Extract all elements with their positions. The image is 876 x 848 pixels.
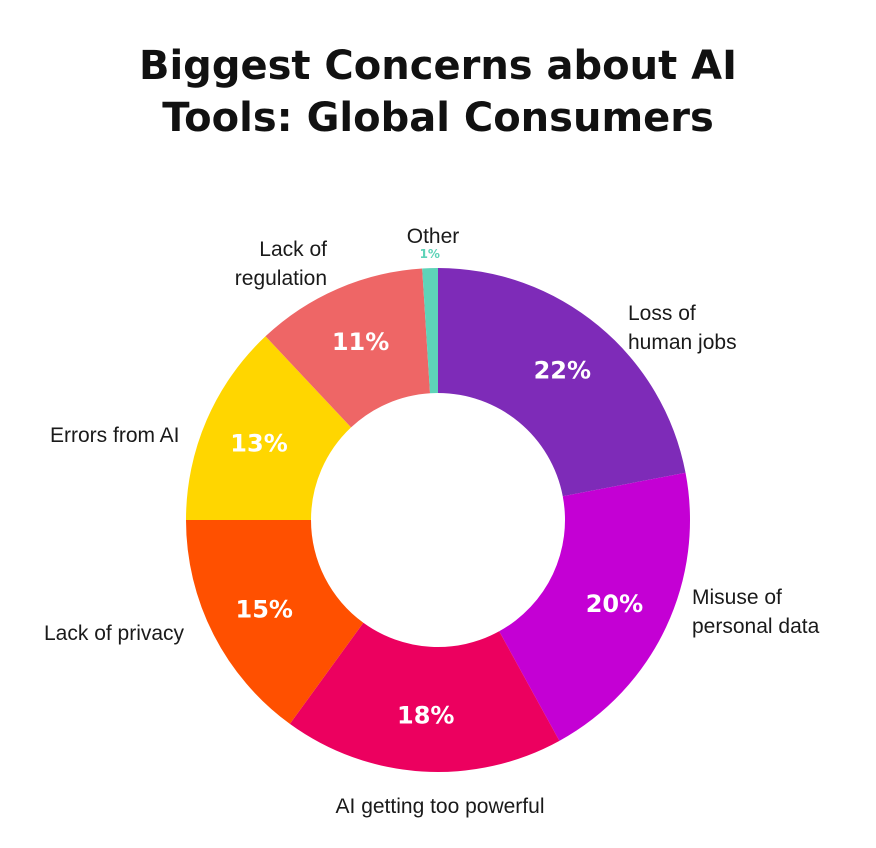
donut-slice-5 (265, 268, 431, 428)
slice-category-label-0: Loss of human jobs (628, 302, 737, 354)
donut-slice-6 (422, 268, 438, 394)
slice-category-label-2: AI getting too powerful (336, 795, 545, 818)
slice-category-label-1: Misuse of personal data (692, 586, 820, 638)
slice-category-label-4: Errors from AI (50, 424, 180, 447)
donut-slice-0 (438, 268, 686, 497)
chart-title-line-1: Biggest Concerns about AI (138, 43, 737, 89)
donut-slice-2 (289, 622, 560, 772)
donut-slice-4 (186, 336, 352, 520)
donut-slice-3 (186, 520, 364, 724)
slice-category-label-5: Lack of regulation (235, 238, 327, 290)
slice-value-label-1: 20% (586, 590, 643, 618)
donut-slice-1 (499, 472, 690, 741)
chart-title-line-2: Tools: Global Consumers (162, 95, 714, 141)
donut-labels: 22% Loss of human jobs 20% Misuse of personal… (44, 225, 820, 818)
slice-value-label-4: 13% (230, 430, 287, 458)
donut-slices (186, 268, 690, 772)
slice-value-label-0: 22% (534, 357, 591, 385)
chart-title: Biggest Concerns about AI Tools: Global … (0, 40, 876, 144)
slice-value-label-2: 18% (397, 702, 454, 730)
slice-category-label-3: Lack of privacy (44, 622, 185, 645)
slice-category-label-6: Other (407, 225, 460, 248)
slice-value-label-3: 15% (236, 596, 293, 624)
slice-value-label-5: 11% (332, 328, 389, 356)
slice-value-label-6: 1% (420, 247, 440, 261)
